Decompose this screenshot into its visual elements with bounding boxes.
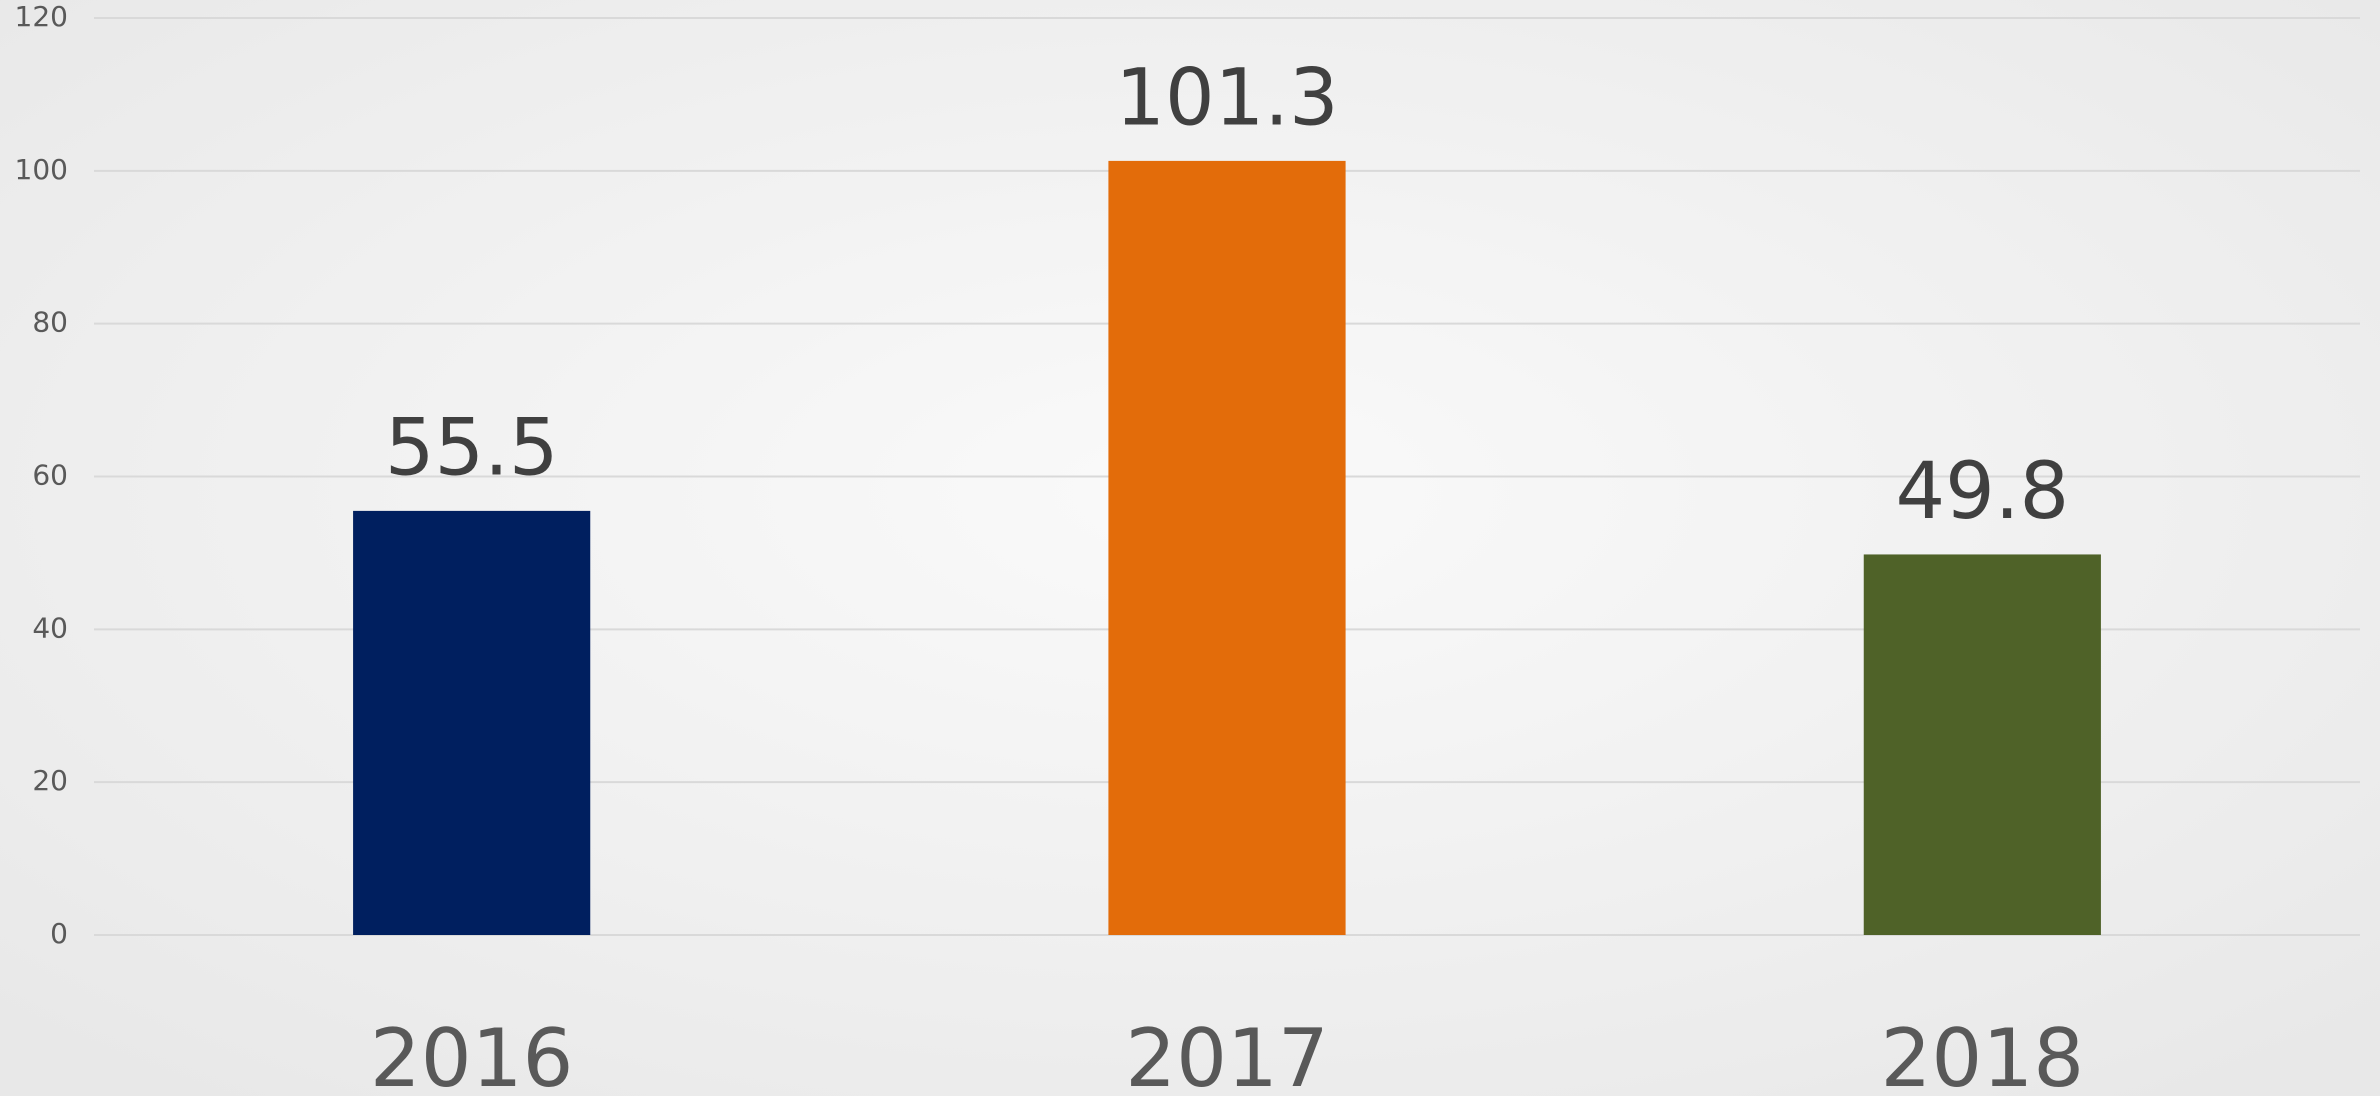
y-tick-label: 0	[50, 917, 68, 950]
x-tick-label: 2017	[1125, 1012, 1329, 1096]
data-label: 101.3	[1115, 53, 1338, 143]
y-tick-label: 80	[32, 306, 68, 339]
y-tick-label: 100	[15, 153, 68, 186]
bar	[353, 510, 591, 935]
data-label: 55.5	[385, 403, 559, 493]
x-tick-label: 2018	[1881, 1012, 2085, 1096]
y-tick-label: 40	[32, 611, 68, 644]
y-tick-label: 20	[32, 764, 68, 797]
y-tick-label: 120	[15, 0, 68, 33]
y-tick-label: 60	[32, 459, 68, 492]
x-tick-label: 2016	[370, 1012, 574, 1096]
data-label: 49.8	[1895, 447, 2069, 537]
bar	[1108, 160, 1346, 935]
bar	[1863, 554, 2101, 935]
